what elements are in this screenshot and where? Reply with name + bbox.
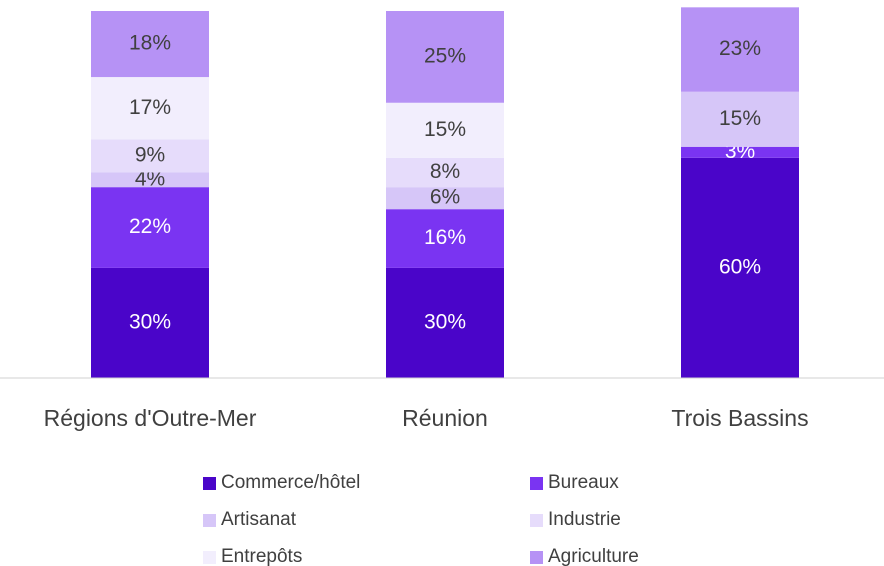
bar-segment — [386, 209, 504, 268]
legend-swatch — [530, 514, 543, 527]
legend-swatch — [203, 551, 216, 564]
data-label: 15% — [424, 118, 466, 141]
data-label: 15% — [719, 107, 761, 130]
bar-segment — [91, 172, 209, 188]
x-tick-label: Régions d'Outre-Mer — [44, 405, 257, 431]
bar-segment — [681, 7, 799, 92]
data-label: 16% — [424, 226, 466, 249]
x-tick-label: Trois Bassins — [671, 405, 808, 431]
legend-swatch — [530, 477, 543, 490]
legend-label: Commerce/hôtel — [221, 472, 360, 493]
data-label: 18% — [129, 32, 171, 55]
bar-segment — [681, 157, 799, 378]
bar-segment — [386, 157, 504, 188]
legend-swatch — [530, 551, 543, 564]
data-label: 4% — [135, 167, 165, 190]
data-label: 30% — [129, 310, 171, 333]
data-label: 60% — [719, 255, 761, 278]
bar-segment — [386, 11, 504, 103]
legend-swatch — [203, 514, 216, 527]
bar-segment — [386, 267, 504, 378]
data-label: 22% — [129, 215, 171, 238]
bar-segment — [91, 187, 209, 268]
legend-label: Entrepôts — [221, 546, 302, 566]
bar-segment — [681, 146, 799, 158]
bar-segment — [91, 11, 209, 78]
bar-segment — [91, 139, 209, 173]
data-label: 30% — [424, 310, 466, 333]
x-tick-label: Réunion — [402, 405, 488, 431]
bar-segment — [386, 187, 504, 210]
data-label: 25% — [424, 44, 466, 67]
data-label: 17% — [129, 96, 171, 119]
bar-segment — [386, 102, 504, 158]
data-label: 9% — [135, 144, 165, 167]
data-label: 6% — [430, 186, 460, 209]
legend-label: Agriculture — [548, 546, 639, 566]
bar-segment — [681, 91, 799, 147]
bar-segment — [91, 77, 209, 140]
data-label: 23% — [719, 37, 761, 60]
legend-label: Bureaux — [548, 472, 619, 493]
data-label: 8% — [430, 160, 460, 183]
bar-segment — [91, 267, 209, 378]
legend-swatch — [203, 477, 216, 490]
legend-label: Artisanat — [221, 509, 297, 530]
legend-label: Industrie — [548, 509, 621, 530]
